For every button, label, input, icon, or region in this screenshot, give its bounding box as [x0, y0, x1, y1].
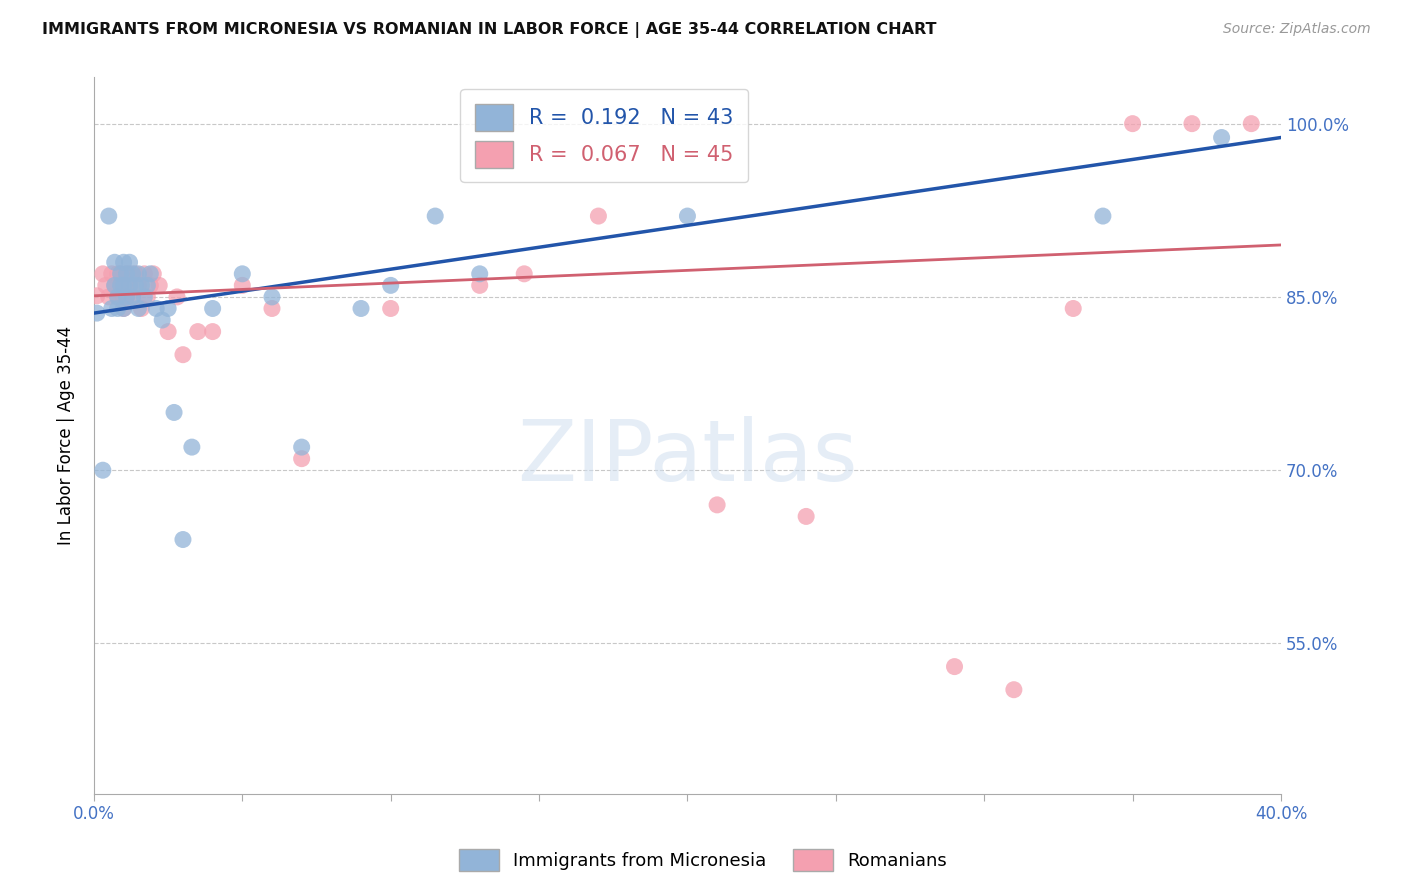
Point: [134, 290, 156, 304]
Point: [163, 405, 186, 419]
Point: [350, 301, 373, 316]
Point: [110, 278, 132, 293]
Point: [127, 267, 149, 281]
Point: [706, 498, 728, 512]
Point: [1062, 301, 1084, 316]
Legend: R =  0.192   N = 43, R =  0.067   N = 45: R = 0.192 N = 43, R = 0.067 N = 45: [460, 89, 748, 183]
Point: [91, 267, 114, 281]
Text: ZIPatlas: ZIPatlas: [517, 416, 858, 499]
Point: [127, 278, 149, 293]
Point: [134, 267, 156, 281]
Point: [201, 325, 224, 339]
Point: [1091, 209, 1114, 223]
Point: [121, 290, 143, 304]
Point: [127, 301, 149, 316]
Point: [676, 209, 699, 223]
Point: [107, 290, 129, 304]
Point: [118, 255, 141, 269]
Point: [118, 267, 141, 281]
Point: [380, 301, 402, 316]
Point: [104, 278, 127, 293]
Point: [260, 301, 283, 316]
Point: [136, 290, 159, 304]
Point: [86, 306, 108, 320]
Point: [118, 278, 141, 293]
Point: [94, 278, 117, 293]
Point: [180, 440, 202, 454]
Point: [145, 301, 167, 316]
Point: [380, 278, 402, 293]
Point: [291, 451, 314, 466]
Point: [588, 209, 610, 223]
Point: [97, 290, 120, 304]
Point: [1211, 130, 1233, 145]
Point: [100, 267, 122, 281]
Point: [124, 267, 146, 281]
Point: [115, 290, 138, 304]
Point: [136, 278, 159, 293]
Point: [468, 267, 491, 281]
Point: [91, 463, 114, 477]
Point: [157, 301, 180, 316]
Point: [139, 278, 162, 293]
Point: [100, 301, 122, 316]
Point: [112, 278, 135, 293]
Point: [121, 290, 143, 304]
Point: [794, 509, 817, 524]
Point: [107, 267, 129, 281]
Point: [1181, 117, 1204, 131]
Point: [1002, 682, 1025, 697]
Point: [107, 301, 129, 316]
Point: [110, 267, 132, 281]
Point: [115, 290, 138, 304]
Point: [513, 267, 536, 281]
Point: [291, 440, 314, 454]
Point: [468, 278, 491, 293]
Point: [142, 267, 165, 281]
Point: [110, 278, 132, 293]
Point: [115, 267, 138, 281]
Point: [107, 290, 129, 304]
Point: [172, 348, 194, 362]
Text: IMMIGRANTS FROM MICRONESIA VS ROMANIAN IN LABOR FORCE | AGE 35-44 CORRELATION CH: IMMIGRANTS FROM MICRONESIA VS ROMANIAN I…: [42, 22, 936, 38]
Point: [86, 289, 108, 303]
Point: [1240, 117, 1263, 131]
Legend: Immigrants from Micronesia, Romanians: Immigrants from Micronesia, Romanians: [451, 842, 955, 879]
Point: [148, 278, 170, 293]
Point: [112, 255, 135, 269]
Point: [172, 533, 194, 547]
Point: [201, 301, 224, 316]
Point: [121, 267, 143, 281]
Point: [231, 278, 253, 293]
Point: [112, 301, 135, 316]
Point: [260, 290, 283, 304]
Point: [187, 325, 209, 339]
Point: [97, 209, 120, 223]
Point: [104, 255, 127, 269]
Point: [425, 209, 447, 223]
Point: [231, 267, 253, 281]
Point: [166, 290, 188, 304]
Y-axis label: In Labor Force | Age 35-44: In Labor Force | Age 35-44: [58, 326, 75, 545]
Point: [104, 278, 127, 293]
Point: [110, 267, 132, 281]
Point: [1122, 117, 1144, 131]
Text: Source: ZipAtlas.com: Source: ZipAtlas.com: [1223, 22, 1371, 37]
Point: [124, 278, 146, 293]
Point: [112, 290, 135, 304]
Point: [131, 301, 153, 316]
Point: [150, 313, 173, 327]
Point: [157, 325, 180, 339]
Point: [943, 659, 966, 673]
Point: [118, 278, 141, 293]
Point: [139, 267, 162, 281]
Point: [112, 301, 135, 316]
Point: [131, 278, 153, 293]
Point: [115, 267, 138, 281]
